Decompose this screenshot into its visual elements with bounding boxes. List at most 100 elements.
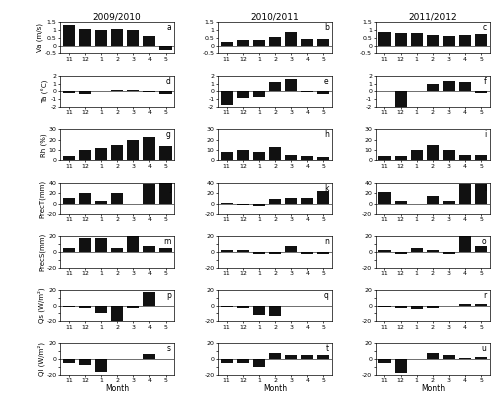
Bar	[394, 33, 406, 46]
Bar	[127, 305, 140, 308]
Bar	[236, 150, 249, 160]
Bar	[301, 355, 314, 359]
Bar	[427, 83, 439, 92]
Bar	[394, 252, 406, 254]
Text: h: h	[324, 130, 329, 139]
Bar	[394, 92, 406, 109]
Bar	[160, 92, 172, 94]
Y-axis label: PrecT(mm): PrecT(mm)	[38, 179, 45, 217]
Bar	[95, 305, 107, 313]
Bar	[63, 25, 75, 46]
Bar	[443, 201, 455, 204]
Text: i: i	[484, 130, 486, 139]
Bar	[459, 358, 471, 359]
Bar	[95, 30, 107, 46]
Text: u: u	[482, 344, 486, 354]
Bar	[236, 250, 249, 252]
Bar	[301, 156, 314, 160]
Bar	[285, 355, 297, 359]
Bar	[427, 353, 439, 359]
Bar	[459, 304, 471, 305]
Bar	[79, 150, 91, 160]
Text: f: f	[484, 77, 486, 86]
Y-axis label: Qs (W/m²): Qs (W/m²)	[38, 288, 45, 323]
Bar	[79, 238, 91, 252]
Bar	[95, 91, 107, 92]
Text: s: s	[167, 344, 171, 354]
Bar	[111, 29, 123, 46]
Text: q: q	[324, 291, 329, 300]
Bar	[253, 204, 265, 206]
Bar	[63, 248, 75, 252]
Bar	[220, 202, 232, 204]
Bar	[269, 252, 281, 254]
Bar	[427, 145, 439, 160]
Bar	[269, 147, 281, 160]
Bar	[269, 305, 281, 315]
Title: 2010/2011: 2010/2011	[250, 13, 300, 21]
Bar	[475, 155, 487, 160]
Bar	[410, 305, 423, 309]
Bar	[285, 79, 297, 92]
Bar	[127, 30, 140, 46]
Bar	[63, 305, 75, 307]
Bar	[79, 193, 91, 204]
X-axis label: Month: Month	[105, 384, 129, 394]
Bar	[63, 198, 75, 204]
Bar	[475, 246, 487, 252]
Bar	[394, 359, 406, 373]
Bar	[378, 156, 390, 160]
Bar	[220, 250, 232, 252]
Bar	[144, 354, 156, 359]
Bar	[236, 40, 249, 46]
Bar	[253, 305, 265, 315]
Bar	[79, 28, 91, 46]
Text: k: k	[324, 184, 329, 193]
Bar	[475, 92, 487, 93]
Text: o: o	[482, 237, 486, 246]
Text: a: a	[166, 23, 171, 32]
Y-axis label: Ta (°C): Ta (°C)	[42, 80, 49, 103]
Bar	[443, 36, 455, 46]
Bar	[459, 35, 471, 46]
Bar	[236, 92, 249, 98]
Bar	[301, 198, 314, 204]
Bar	[127, 140, 140, 160]
Bar	[378, 192, 390, 204]
Bar	[127, 90, 140, 92]
Bar	[269, 353, 281, 359]
Bar	[318, 252, 330, 254]
Bar	[427, 305, 439, 308]
Bar	[443, 81, 455, 92]
Bar	[285, 246, 297, 252]
Bar	[95, 201, 107, 204]
X-axis label: Month: Month	[421, 384, 445, 394]
Bar	[220, 42, 232, 46]
Bar	[459, 82, 471, 92]
Text: j: j	[168, 184, 171, 193]
Text: d: d	[166, 77, 171, 86]
Bar	[394, 156, 406, 160]
Bar	[285, 155, 297, 160]
Bar	[475, 304, 487, 305]
Bar	[253, 359, 265, 367]
Bar	[220, 152, 232, 160]
Bar	[459, 184, 471, 204]
Text: r: r	[484, 291, 486, 300]
Bar	[144, 292, 156, 305]
Bar	[253, 252, 265, 254]
Bar	[410, 248, 423, 252]
Bar	[63, 156, 75, 160]
Y-axis label: Ql (W/m²): Ql (W/m²)	[38, 342, 45, 376]
Bar	[127, 237, 140, 252]
Bar	[269, 200, 281, 204]
Bar	[63, 92, 75, 93]
Y-axis label: Rh (%): Rh (%)	[41, 133, 48, 157]
Bar	[318, 191, 330, 204]
Bar	[111, 90, 123, 92]
Text: l: l	[484, 184, 486, 193]
Bar	[378, 32, 390, 46]
Bar	[378, 91, 390, 92]
Bar	[443, 150, 455, 160]
Bar	[378, 305, 390, 307]
